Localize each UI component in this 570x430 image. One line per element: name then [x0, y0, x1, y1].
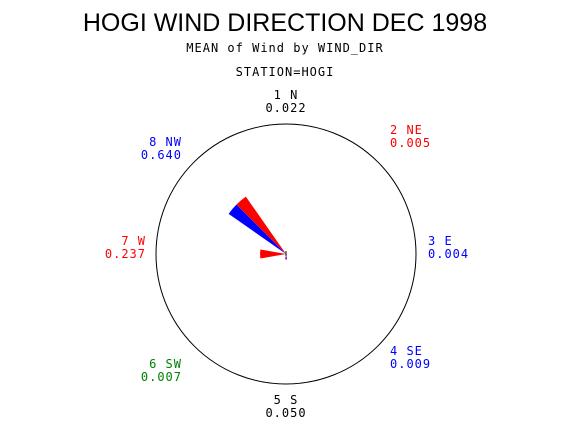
wind-wedges: [228, 196, 287, 260]
wedge-w-b: [260, 249, 286, 254]
direction-value-sw: 0.007: [141, 370, 182, 384]
direction-label-sw: 6 SW: [149, 357, 182, 371]
direction-label-n: 1 N: [274, 88, 299, 102]
chart-subtitle: MEAN of Wind by WIND_DIR: [186, 41, 383, 55]
direction-label-nw: 8 NW: [149, 135, 182, 149]
wedge-nw-b: [236, 196, 286, 254]
direction-value-n: 0.022: [265, 101, 306, 115]
chart-title: HOGI WIND DIRECTION DEC 1998: [83, 9, 487, 37]
direction-value-se: 0.009: [390, 357, 431, 371]
direction-value-w: 0.237: [105, 247, 146, 261]
direction-value-ne: 0.005: [390, 136, 431, 150]
compass-circle: [155, 123, 417, 385]
wedge-nw-a: [228, 204, 286, 254]
direction-label-se: 4 SE: [390, 344, 423, 358]
station-label: STATION=HOGI: [236, 65, 335, 79]
direction-label-ne: 2 NE: [390, 123, 423, 137]
direction-value-e: 0.004: [428, 247, 469, 261]
direction-value-s: 0.050: [265, 406, 306, 420]
direction-label-e: 3 E: [428, 234, 453, 248]
direction-label-s: 5 S: [274, 393, 299, 407]
direction-value-nw: 0.640: [141, 148, 182, 162]
wedge-w-a: [260, 254, 286, 259]
direction-label-w: 7 W: [121, 234, 146, 248]
